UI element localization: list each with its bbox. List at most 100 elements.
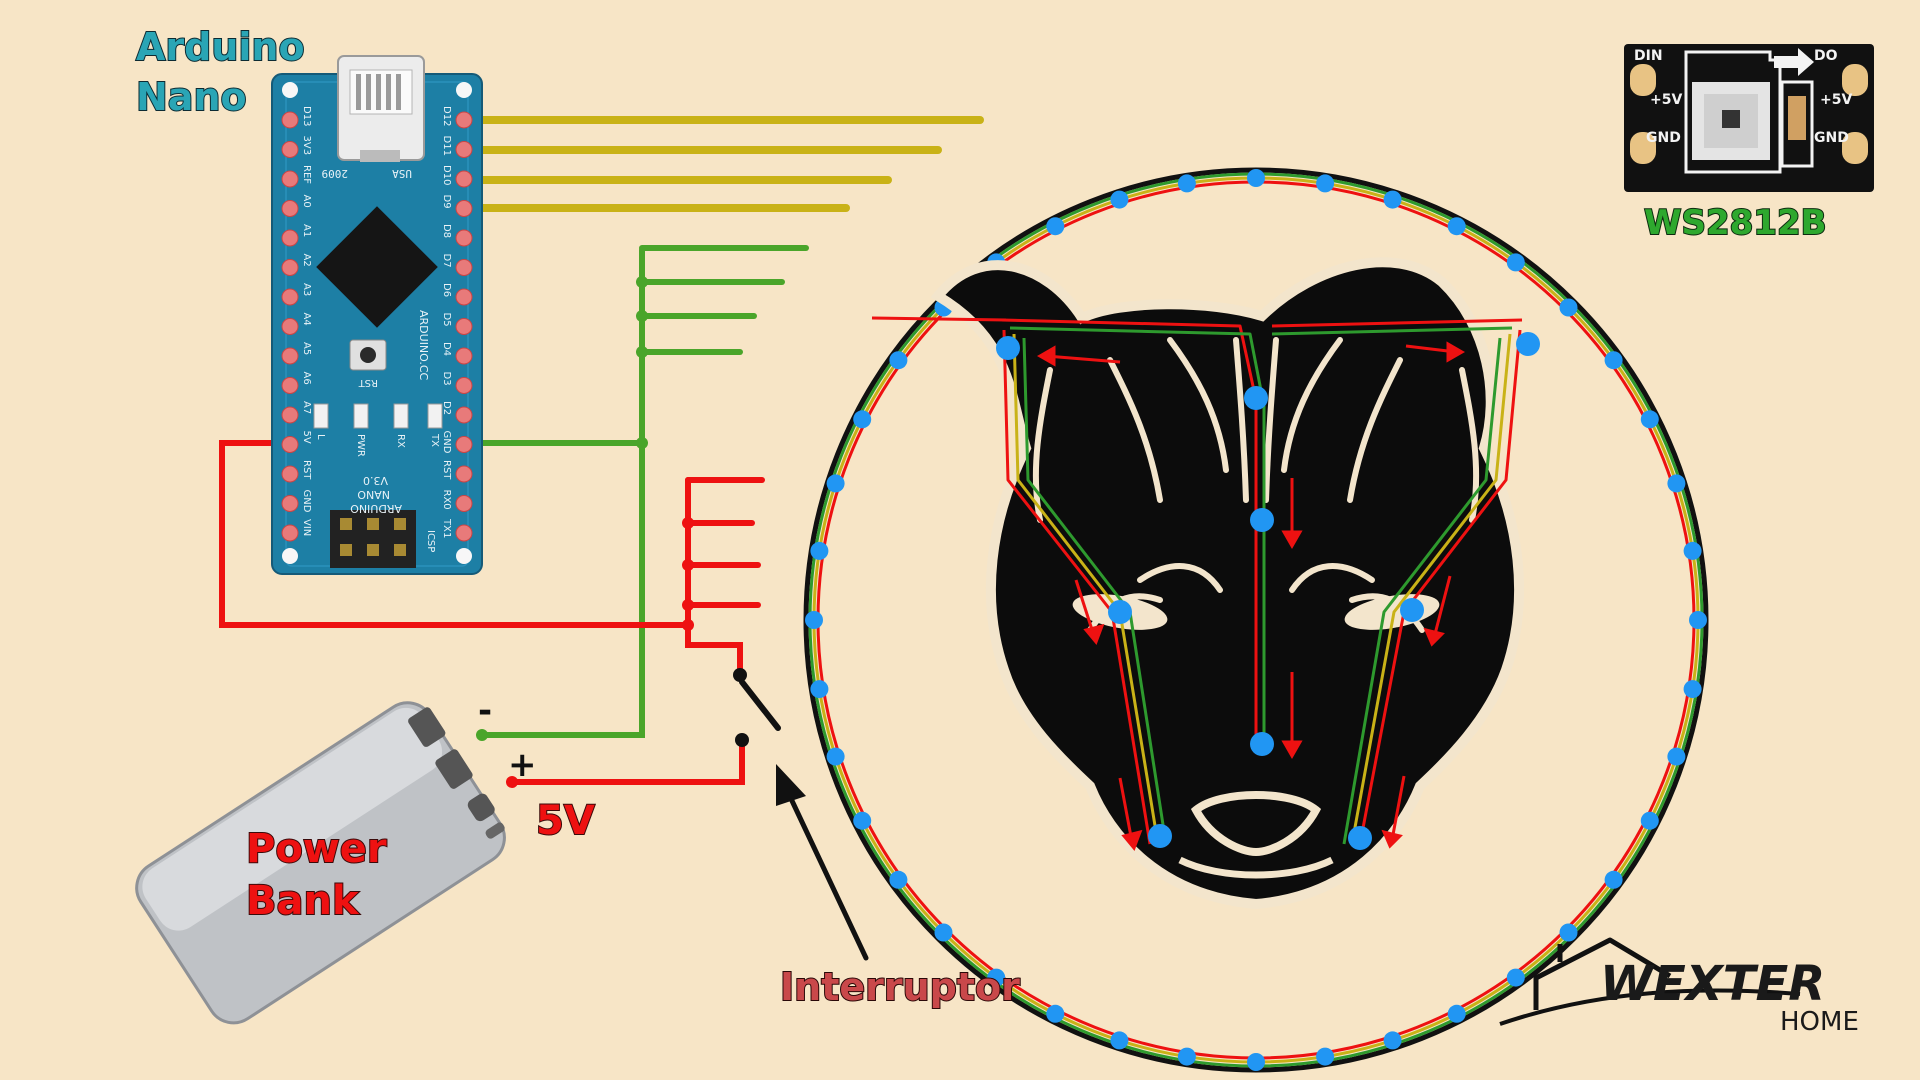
board-label-rst: RST bbox=[358, 377, 378, 388]
ring-led bbox=[1559, 298, 1578, 317]
face-led bbox=[1400, 598, 1424, 622]
led-label: L bbox=[315, 434, 326, 440]
pin-left bbox=[281, 229, 299, 247]
pin-label-right: D6 bbox=[441, 283, 452, 297]
ring-led bbox=[810, 541, 829, 560]
gnd-trunk bbox=[477, 247, 645, 738]
power-plus-sign: + bbox=[508, 745, 537, 785]
ring-led bbox=[889, 351, 908, 370]
pin-left bbox=[281, 200, 299, 217]
pin-label-left: A5 bbox=[301, 342, 312, 355]
pin-label-left: RST bbox=[301, 460, 312, 480]
ring-led bbox=[826, 474, 845, 493]
pin-label-right: D12 bbox=[441, 106, 452, 126]
gnd-wires bbox=[459, 245, 809, 738]
pin-label-right: D4 bbox=[441, 342, 452, 356]
pin-left bbox=[281, 436, 299, 453]
pin-right bbox=[455, 377, 473, 394]
pin-left bbox=[281, 495, 299, 512]
ring-led bbox=[1046, 1004, 1065, 1023]
ring-led bbox=[1559, 923, 1578, 942]
ring-led bbox=[934, 923, 953, 942]
pin-right bbox=[455, 436, 473, 453]
pin-right bbox=[455, 141, 473, 158]
gnd-junctions bbox=[636, 276, 648, 449]
ring-led bbox=[826, 747, 845, 766]
pin-label-left: A3 bbox=[301, 283, 312, 296]
ring-led bbox=[853, 410, 872, 429]
pin-label-left: A0 bbox=[301, 195, 312, 208]
pin-label-left: 5V bbox=[301, 431, 312, 444]
power-minus-sign: - bbox=[478, 691, 492, 731]
ws-pin-do: DO bbox=[1814, 48, 1838, 64]
ring-led bbox=[810, 680, 829, 699]
ring-led bbox=[1683, 680, 1702, 699]
ring-led bbox=[1683, 541, 1702, 560]
face-led bbox=[1348, 826, 1372, 850]
pin-label-right: GND bbox=[441, 431, 452, 454]
pin-left bbox=[281, 524, 299, 542]
arduino-title-line1: Arduino bbox=[136, 25, 305, 69]
wexter-home-logo: WEXTER HOME bbox=[1499, 937, 1859, 1037]
ring-leds bbox=[805, 169, 1707, 1071]
ring-led bbox=[1110, 190, 1129, 209]
vcc-trunk bbox=[685, 477, 743, 675]
ws2812b-chip: DIN DO +5V +5V GND GND bbox=[1624, 44, 1874, 192]
ring-led bbox=[1689, 611, 1707, 629]
arduino-led-labels: L PWR RX TX bbox=[315, 433, 440, 457]
pin-label-left: REF bbox=[301, 165, 312, 184]
logo-sub: HOME bbox=[1780, 1007, 1859, 1037]
pin-label-right: D10 bbox=[441, 165, 452, 185]
ring-led bbox=[1604, 351, 1623, 370]
direction-arrows bbox=[1036, 341, 1466, 851]
ring-led bbox=[853, 811, 872, 830]
pin-label-right: TX1 bbox=[441, 518, 452, 538]
pin-label-left: 3V3 bbox=[301, 136, 312, 156]
face-leds bbox=[996, 332, 1540, 850]
ws-pin-gnd-left: GND bbox=[1646, 130, 1681, 146]
pin-left bbox=[281, 111, 299, 129]
ring-led bbox=[1604, 870, 1623, 889]
ring-led bbox=[1316, 174, 1335, 193]
board-label-usa: USA bbox=[392, 167, 412, 180]
pin-right bbox=[455, 318, 473, 335]
pin-left bbox=[281, 347, 299, 365]
data-wires bbox=[458, 116, 984, 212]
ws-pin-5v-right: +5V bbox=[1820, 92, 1852, 108]
vcc-junctions bbox=[682, 517, 694, 631]
pin-left bbox=[281, 377, 299, 394]
vcc-wire-board bbox=[219, 440, 691, 628]
board-label-brand: ARDUINO.CC bbox=[417, 310, 430, 381]
pin-label-left: A7 bbox=[301, 401, 312, 414]
switch-pointer-arrow bbox=[776, 764, 869, 961]
pin-label-left: VIN bbox=[301, 519, 312, 536]
pin-label-right: D8 bbox=[441, 224, 452, 238]
ring-led bbox=[1046, 217, 1065, 236]
pin-label-right: D3 bbox=[441, 372, 452, 386]
ring-led bbox=[1383, 190, 1402, 209]
panther-nose bbox=[1190, 791, 1322, 857]
face-led bbox=[1250, 508, 1274, 532]
pin-right bbox=[455, 229, 473, 247]
pin-label-right: D9 bbox=[441, 195, 452, 209]
board-label-model2: NANO bbox=[357, 488, 390, 501]
ring-led bbox=[889, 870, 908, 889]
ring-led bbox=[1383, 1031, 1402, 1050]
ring-led bbox=[1177, 174, 1196, 193]
pin-label-right: D5 bbox=[441, 313, 452, 327]
pin-label-right: RX0 bbox=[441, 490, 452, 510]
ring-led bbox=[1506, 253, 1525, 272]
pin-label-left: A6 bbox=[301, 372, 312, 385]
face-led bbox=[1244, 386, 1268, 410]
ring-led bbox=[1316, 1047, 1335, 1066]
pin-label-left: D13 bbox=[301, 106, 312, 126]
pin-label-left: GND bbox=[301, 490, 312, 513]
power-bank-title-line2: Bank bbox=[246, 878, 360, 924]
switch[interactable] bbox=[733, 668, 781, 747]
pin-right bbox=[455, 524, 473, 542]
power-bank-title-line1: Power bbox=[246, 826, 387, 872]
pin-left bbox=[281, 288, 299, 306]
face-led bbox=[1516, 332, 1540, 356]
pin-right bbox=[455, 406, 473, 424]
pin-right bbox=[455, 200, 473, 217]
